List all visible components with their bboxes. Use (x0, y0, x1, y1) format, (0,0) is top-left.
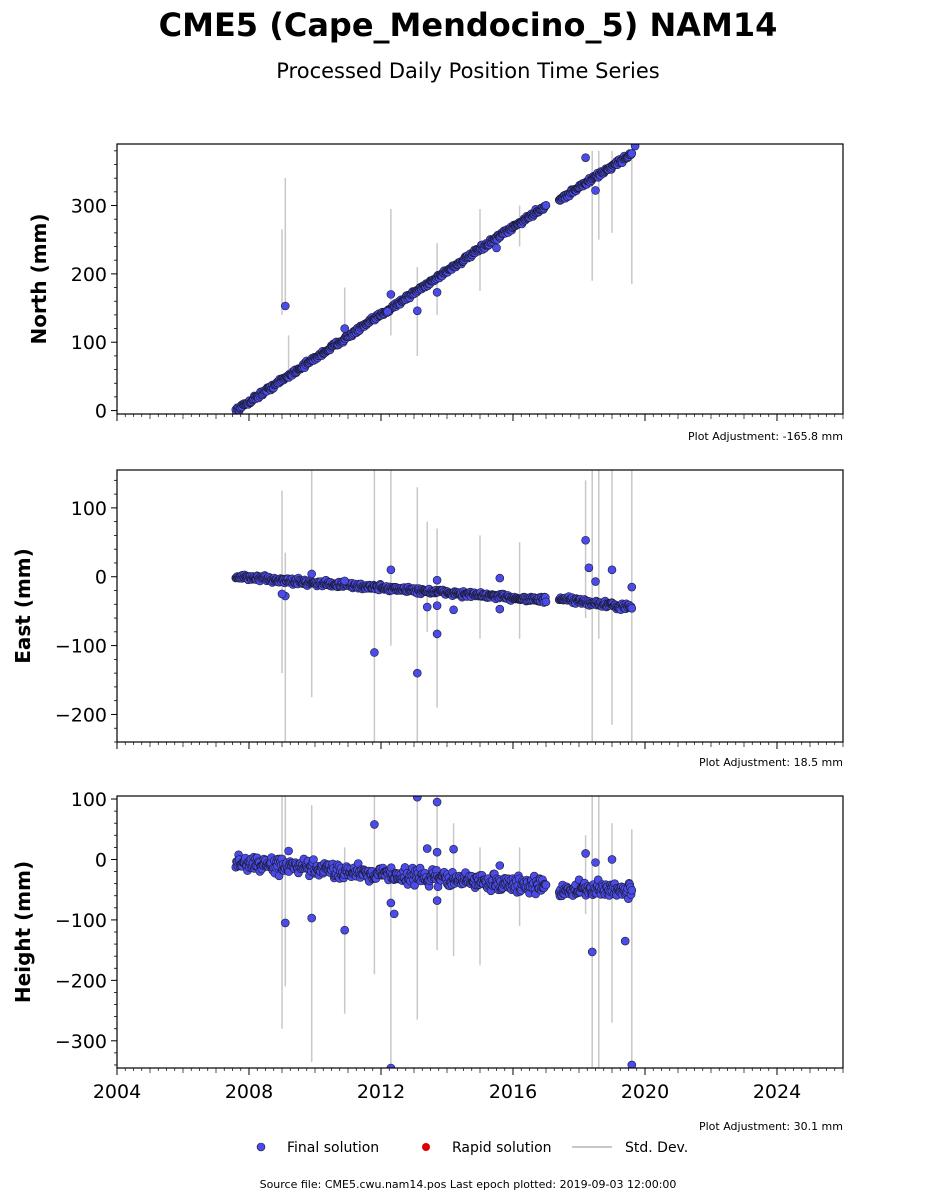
east-data-point (627, 603, 637, 613)
north-data-point (627, 149, 637, 158)
east-outlier-point (386, 565, 396, 575)
chart-subtitle: Processed Daily Position Time Series (276, 59, 660, 83)
height-ylabel: Height (mm) (11, 861, 35, 1003)
height-data-point (541, 880, 551, 890)
height-outlier-point (386, 898, 396, 908)
east-outlier-point (584, 563, 594, 573)
north-outlier-point (432, 288, 442, 297)
north-outlier-point (630, 144, 640, 151)
east-outlier-point (340, 576, 350, 586)
height-ytick-label: 0 (95, 849, 107, 871)
east-outlier-point (277, 589, 287, 599)
height-xtick-label: 2008 (225, 1081, 273, 1103)
height-outlier-point (280, 918, 290, 928)
legend-rapid-label: Rapid solution (452, 1140, 552, 1156)
height-outlier-point (432, 847, 442, 857)
east-outlier-point (307, 569, 317, 579)
height-data-point (309, 855, 318, 864)
east-ytick-label: −100 (55, 636, 107, 658)
height-xtick-label: 2004 (93, 1081, 141, 1103)
height-outlier-point (307, 913, 317, 923)
height-xtick-label: 2024 (753, 1081, 801, 1103)
height-outlier-point (620, 936, 630, 946)
north-outlier-point (383, 307, 392, 316)
east-plot-area (231, 470, 637, 742)
height-outlier-point (591, 858, 600, 867)
east-outlier-point (449, 605, 458, 615)
height-xtick-label: 2016 (489, 1081, 537, 1103)
east-data-point (541, 597, 551, 607)
north-panel: 0 100 200 300 North (mm) (27, 143, 844, 423)
north-plot-area (231, 144, 640, 414)
source-note: Source file: CME5.cwu.nam14.pos Last epo… (260, 1178, 677, 1191)
height-outlier-point (607, 855, 617, 864)
north-outlier-point (280, 301, 290, 311)
height-outlier-point (495, 861, 505, 870)
east-outlier-point (432, 601, 442, 610)
east-outlier-point (370, 648, 379, 657)
height-ytick-label: −200 (55, 970, 107, 992)
north-outlier-point (492, 243, 501, 253)
east-outlier-point (495, 604, 505, 614)
east-outlier-point (495, 573, 505, 583)
height-outlier-point (587, 947, 597, 957)
height-xtick-label: 2020 (621, 1081, 669, 1103)
height-outlier-point (449, 844, 458, 854)
height-ytick-label: −300 (55, 1031, 107, 1053)
height-outlier-point (284, 846, 293, 856)
east-outlier-point (607, 565, 617, 575)
east-ylabel: East (mm) (11, 548, 35, 664)
height-outlier-point (370, 820, 379, 829)
height-outlier-point (389, 909, 399, 919)
east-outlier-point (581, 535, 590, 545)
legend-final-label: Final solution (287, 1140, 379, 1156)
height-panel: −300 −200 −100 0 100 2004 2008 2012 2016 2020 2024… (11, 789, 844, 1103)
north-ytick-label: 0 (95, 401, 107, 423)
legend-std-label: Std. Dev. (625, 1140, 688, 1156)
chart-title: CME5 (Cape_Mendocino_5) NAM14 (159, 6, 778, 44)
north-ytick-label: 300 (71, 196, 107, 218)
legend-rapid-marker (422, 1143, 430, 1151)
height-xtick-label: 2012 (357, 1081, 405, 1103)
north-ytick-label: 200 (71, 264, 107, 286)
height-outlier-point (581, 849, 590, 858)
north-data-point (541, 201, 551, 210)
east-outlier-point (432, 629, 442, 639)
height-outlier-point (422, 844, 432, 853)
north-outlier-point (581, 153, 590, 162)
height-plot-area (231, 796, 637, 1068)
east-outlier-point (591, 577, 600, 586)
east-outlier-point (422, 602, 432, 612)
north-outlier-point (340, 324, 350, 333)
east-outlier-point (432, 575, 442, 585)
east-panel: −200 −100 0 100 East (mm) (11, 469, 844, 749)
height-data-point (627, 885, 637, 895)
north-outlier-point (412, 306, 422, 316)
height-outlier-point (432, 797, 442, 807)
east-outlier-point (627, 582, 637, 592)
height-outlier-point (413, 796, 422, 802)
legend-final-marker (256, 1142, 266, 1152)
east-ytick-label: 0 (95, 567, 107, 589)
north-ytick-label: 100 (71, 332, 107, 354)
height-outlier-point (627, 1060, 637, 1068)
height-plot-adjustment: Plot Adjustment: 30.1 mm (699, 1120, 843, 1133)
east-outlier-point (412, 668, 422, 678)
height-outlier-point (340, 925, 350, 935)
height-outlier-point (386, 1063, 396, 1068)
east-ytick-label: 100 (71, 498, 107, 520)
height-outlier-point (432, 896, 442, 905)
north-outlier-point (591, 186, 600, 195)
east-ytick-label: −200 (55, 704, 107, 726)
north-ylabel: North (mm) (27, 213, 51, 344)
legend: Final solution Rapid solution Std. Dev. (256, 1140, 688, 1156)
north-plot-adjustment: Plot Adjustment: -165.8 mm (688, 430, 843, 443)
north-outlier-point (386, 290, 396, 299)
height-ytick-label: −100 (55, 910, 107, 932)
east-plot-adjustment: Plot Adjustment: 18.5 mm (699, 756, 843, 769)
height-ytick-label: 100 (71, 789, 107, 811)
